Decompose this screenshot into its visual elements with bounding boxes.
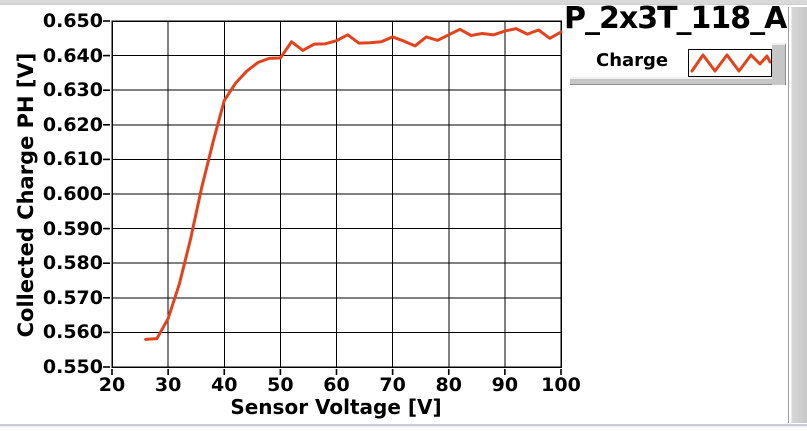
series-line-charge (144, 27, 563, 341)
y-tick-label: 0.620 (42, 113, 103, 136)
y-tick-label: 0.580 (42, 252, 103, 275)
window-right-edge-bar (788, 7, 807, 425)
x-tick-label: 50 (267, 374, 294, 396)
window-bottom-edge (0, 423, 807, 429)
y-tick-label: 0.630 (42, 79, 103, 102)
x-tick-label: 30 (154, 374, 182, 396)
y-tick-label: 0.610 (42, 148, 103, 171)
x-tick-label: 100 (541, 374, 581, 396)
x-tick-label: 20 (98, 374, 126, 396)
legend-zigzag-icon (690, 53, 772, 73)
x-tick-label: 60 (323, 374, 350, 396)
chart-title: P_2x3T_118_A (564, 1, 787, 36)
legend-charge-label: Charge (596, 50, 669, 71)
x-tick-label: 90 (491, 374, 519, 396)
legend-charge-swatch[interactable] (688, 49, 772, 77)
legend-bevel-shadow (570, 77, 786, 85)
x-tick-label: 70 (379, 374, 406, 396)
plot-frame (111, 20, 562, 368)
y-tick-label: 0.570 (42, 286, 103, 309)
y-tick-label: 0.590 (42, 217, 103, 240)
y-tick-label: 0.560 (42, 321, 103, 344)
y-tick-label: 0.550 (42, 356, 103, 378)
y-tick-label: 0.650 (42, 10, 103, 32)
x-tick-label: 40 (211, 374, 238, 396)
x-axis-title: Sensor Voltage [V] (230, 395, 442, 419)
y-tick-label: 0.600 (42, 183, 103, 205)
window-top-edge (0, 0, 807, 5)
x-tick-label: 80 (435, 374, 462, 396)
legend-bevel-shadow (772, 43, 786, 85)
y-tick-label: 0.640 (42, 44, 103, 67)
